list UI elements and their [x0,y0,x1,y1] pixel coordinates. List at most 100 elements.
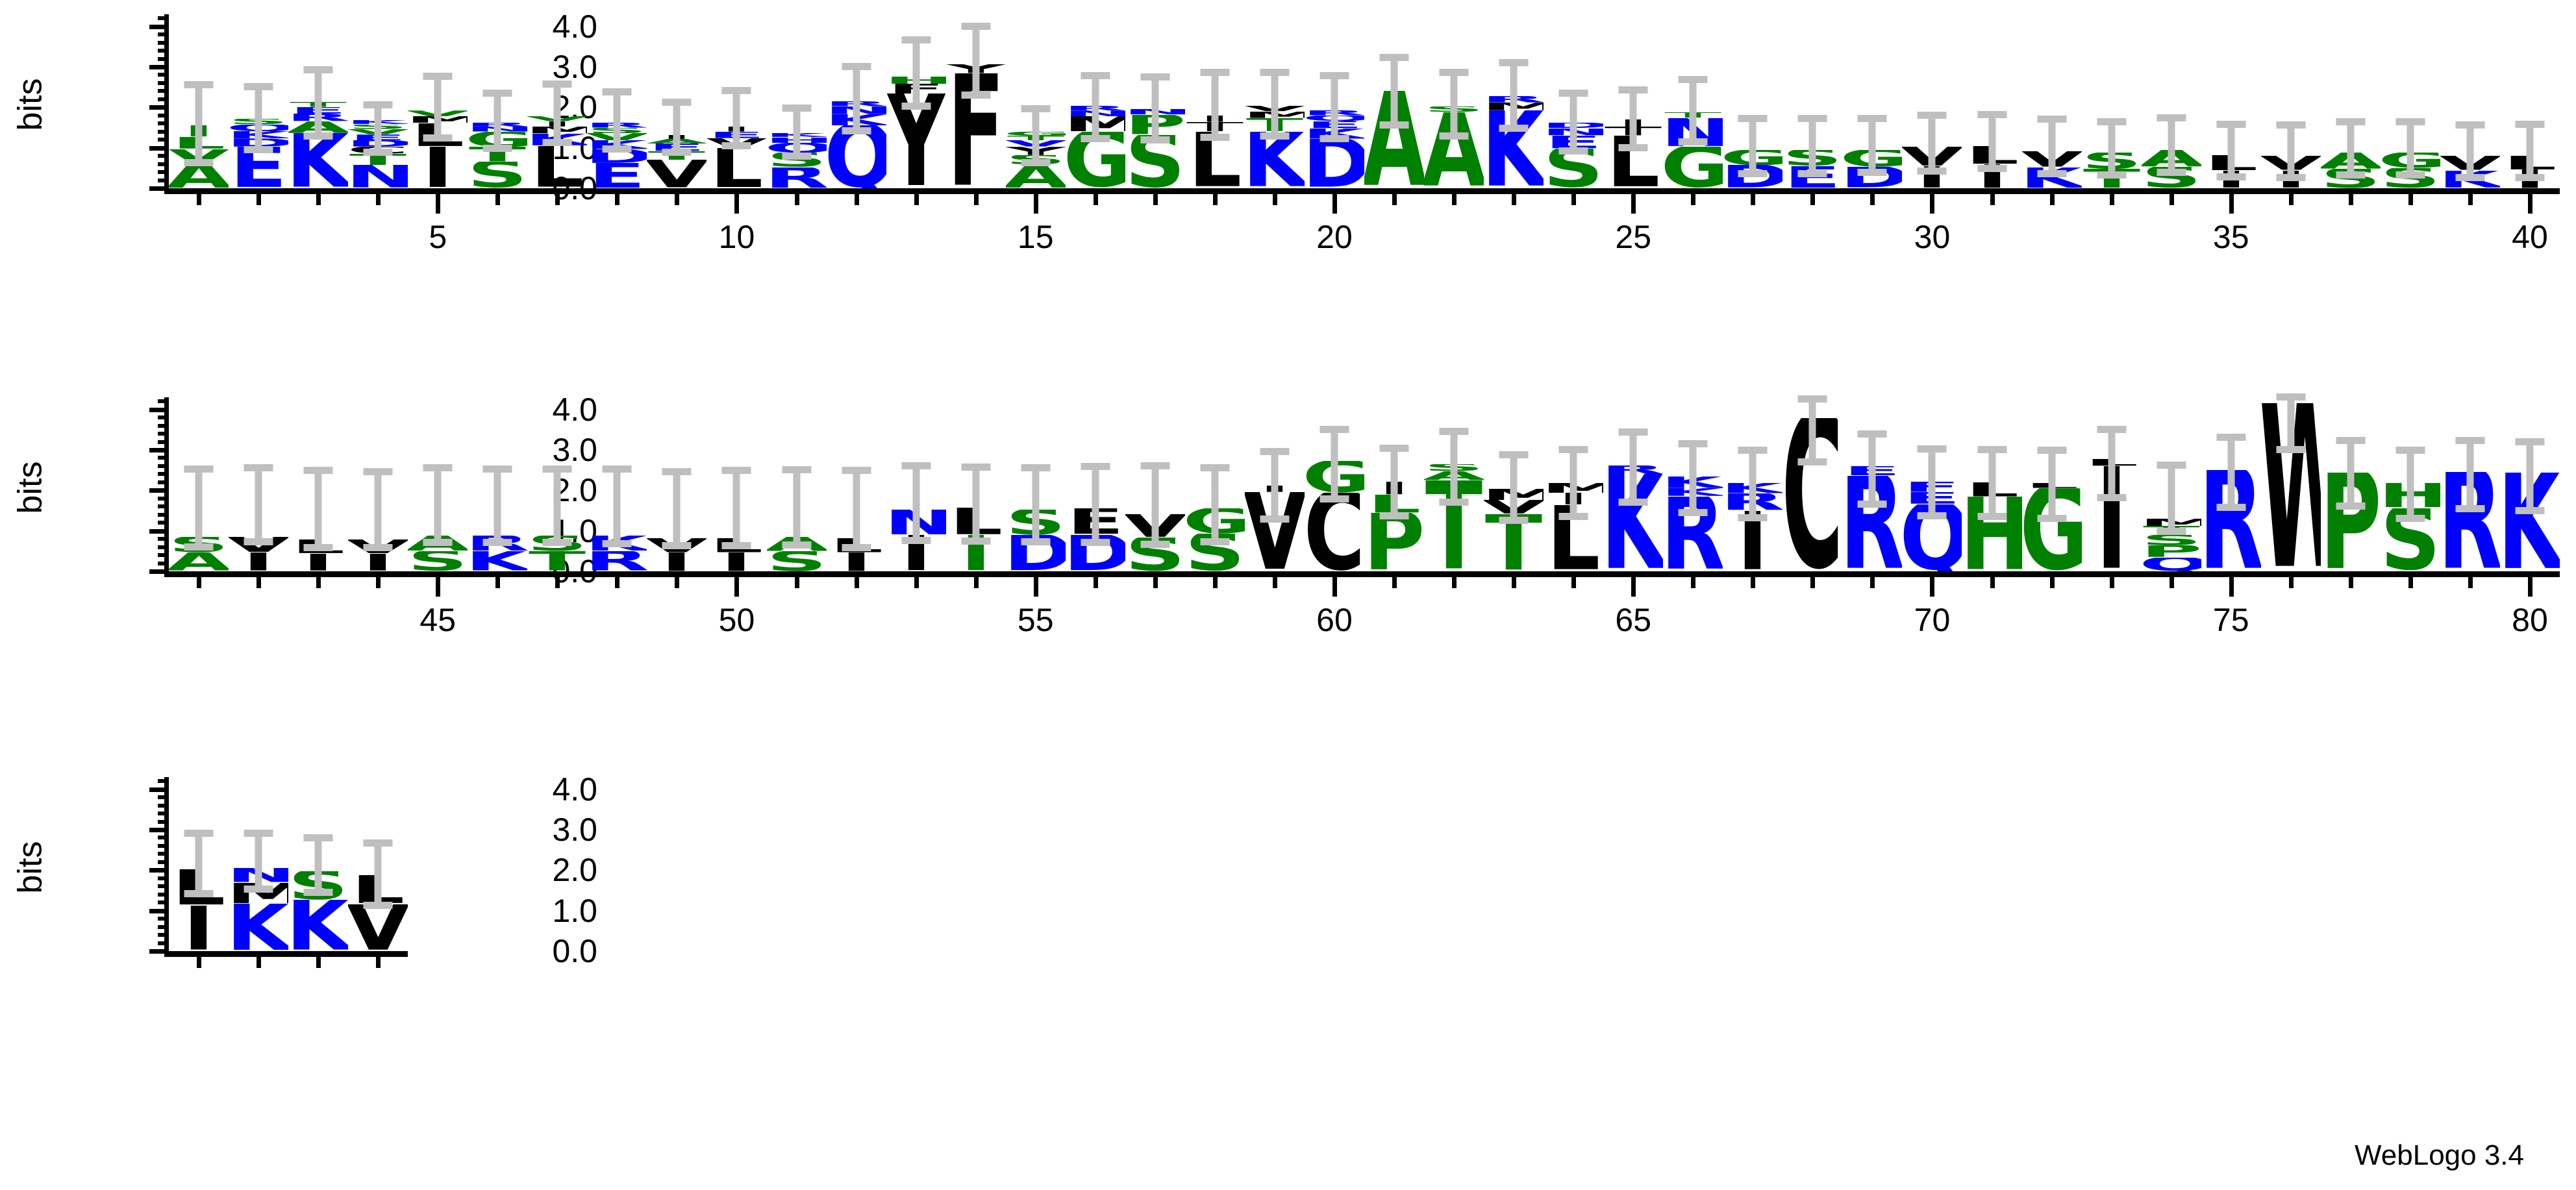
error-bar-cap-high [1260,448,1290,456]
y-tick-major [149,448,169,453]
x-tick-label: 45 [419,602,456,638]
x-tick-minor [1392,194,1397,205]
y-tick-minor [158,97,169,101]
logo-letter: I [661,552,693,571]
error-bar-cap-low [782,153,812,160]
error-bar [1988,114,1996,169]
error-bar [255,468,262,543]
x-tick-label: 15 [1017,219,1054,255]
y-tick-minor [158,170,169,175]
x-tick-label: 20 [1316,219,1353,255]
y-tick-minor [158,89,169,93]
x-tick-minor [1212,577,1218,588]
x-tick-minor [1810,194,1816,205]
logo-letter: A [169,552,229,571]
y-tick-minor [158,512,169,517]
x-tick-minor [1512,577,1517,588]
error-bar-cap-high [2216,120,2246,128]
error-bar-cap-low [1977,165,2007,173]
y-tick-minor [158,456,169,460]
error-bar [255,834,262,890]
y-tick-minor [158,892,169,897]
error-bar-cap-low [244,538,273,546]
y-tick-minor [158,553,169,558]
y-tick-minor [158,480,169,484]
y-tick-label: 3.0 [552,432,597,469]
error-bar-cap-high [1977,446,2007,454]
logo-letter: S [468,161,528,188]
error-bar-cap-high [482,90,512,97]
y-tick-minor [158,537,169,541]
error-bar [1629,90,1637,148]
logo-stack: VI [647,397,707,571]
y-tick-minor [158,843,169,848]
error-bar-cap-high [423,464,453,472]
y-tick-minor [158,56,169,61]
error-bar-cap-low [542,139,572,147]
error-bar [673,471,681,547]
error-bar-cap-low [662,542,692,550]
x-tick-minor [2468,194,2473,205]
error-bar-cap-low [2276,173,2306,181]
logo-letter: D [1305,139,1364,188]
x-tick-minor [316,957,321,968]
error-bar-cap-low [1200,134,1230,142]
error-bar [2227,438,2235,508]
logo-letter: S [2141,534,2201,546]
x-tick-major [2527,194,2532,214]
y-tick-minor [158,836,169,840]
error-bar-cap-low [2455,173,2485,181]
x-tick-major [436,577,441,597]
error-bar [912,465,920,541]
error-bar-cap-low [303,888,333,896]
x-tick-major [1332,577,1337,597]
error-bar-cap-low [1738,514,1768,521]
error-bar [2287,125,2295,178]
error-bar-cap-high [2336,437,2366,445]
error-bar-cap-high [1499,451,1529,458]
error-bar-cap-low [961,537,991,545]
y-tick-minor [158,399,169,404]
logo-plot-area: SAVILIVIASRKSTKRVILIASLINILISDEDVSGSIVGC… [169,393,2560,571]
x-tick-minor [1392,577,1397,588]
error-bar-cap-low [303,132,333,140]
error-bar-cap-low [2097,493,2127,501]
x-tick-label: 65 [1615,602,1652,638]
y-tick-minor [158,121,169,126]
y-tick-minor [158,504,169,509]
logo-letter: K [468,551,528,571]
y-tick-minor [158,162,169,166]
y-tick-minor [158,900,169,905]
x-tick-minor [2169,577,2174,588]
y-tick-major [149,569,169,574]
x-tick-minor [1272,577,1277,588]
error-bar-cap-high [482,465,512,473]
x-tick-minor [675,577,680,588]
x-tick-minor [316,577,321,588]
error-bar-cap-high [1379,444,1409,452]
error-bar-cap-low [1379,512,1409,520]
logo-letter: K [288,133,349,188]
error-bar [2347,441,2355,507]
logo-plot-area: ILVASQKDETERAKKSVEDCTNVMLIRNGTSVIMKLRSVK… [169,14,2560,188]
error-bar-cap-high [1200,464,1230,472]
error-bar-cap-low [1260,515,1290,523]
x-tick-major [1332,194,1337,214]
error-bar-cap-low [1857,169,1887,177]
error-bar-cap-low [244,145,273,153]
error-bar [2048,451,2056,519]
weblogo-credit: WebLogo 3.4 [2355,1139,2524,1171]
error-bar-cap-high [901,36,931,43]
x-axis-spine [164,188,2560,194]
error-bar-cap-low [2515,506,2545,514]
y-tick-major [149,186,169,191]
x-tick-minor [1990,577,1995,588]
x-tick-minor [2049,577,2055,588]
error-bar-cap-low [1738,170,1768,178]
error-bar [1331,429,1338,500]
error-bar-cap-low [2395,171,2425,179]
y-tick-label: 3.0 [552,49,597,86]
logo-letter: S [408,551,468,571]
error-bar-cap-low [1558,512,1588,520]
error-bar-cap-low [1260,132,1290,140]
